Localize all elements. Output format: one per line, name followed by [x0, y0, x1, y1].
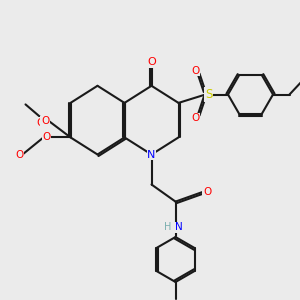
Text: O: O	[147, 57, 156, 68]
Text: O: O	[42, 132, 51, 142]
Text: O: O	[15, 149, 24, 160]
Text: O: O	[36, 118, 45, 128]
Text: S: S	[205, 88, 212, 101]
Text: H: H	[164, 222, 172, 232]
Text: N: N	[147, 149, 156, 160]
Text: O: O	[203, 187, 211, 197]
Text: O: O	[191, 113, 199, 124]
Text: O: O	[191, 65, 199, 76]
Text: N: N	[175, 222, 182, 232]
Text: O: O	[41, 116, 49, 127]
